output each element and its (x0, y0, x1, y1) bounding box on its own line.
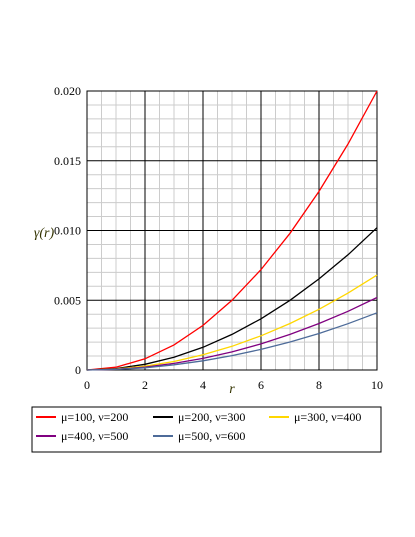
legend: μ=100, ν=200 μ=200, ν=300 μ=300, ν=400 μ=40… (31, 406, 382, 453)
legend-label: μ=100, ν=200 (61, 410, 128, 424)
series-line (86, 227, 378, 371)
y-tick-label: 0.015 (54, 154, 81, 168)
legend-label: μ=300, ν=400 (294, 410, 361, 424)
series-line (86, 274, 378, 371)
x-tick-label: 4 (200, 378, 206, 392)
x-tick-label: 6 (258, 378, 264, 392)
legend-label: μ=400, ν=500 (61, 429, 128, 443)
y-tick-labels: 0 0.005 0.010 0.015 0.020 (54, 84, 81, 377)
plot-frame (86, 90, 378, 371)
x-tick-label: 10 (371, 378, 383, 392)
series-line (86, 90, 378, 371)
series-lines (86, 90, 378, 371)
legend-label: μ=500, ν=600 (178, 429, 245, 443)
x-tick-labels: 0 2 4 6 8 10 (84, 378, 383, 392)
y-axis-title: γ(r) (34, 226, 55, 241)
x-tick-label: 2 (142, 378, 148, 392)
y-tick-label: 0.005 (54, 293, 81, 307)
y-tick-label: 0.020 (54, 84, 81, 98)
y-tick-label: 0 (75, 363, 81, 377)
legend-box (31, 406, 382, 453)
series-line (86, 312, 378, 371)
x-tick-label: 0 (84, 378, 90, 392)
x-tick-label: 8 (316, 378, 322, 392)
y-tick-label: 0.010 (54, 224, 81, 238)
x-axis-title: r (229, 382, 235, 397)
legend-label: μ=200, ν=300 (178, 410, 245, 424)
